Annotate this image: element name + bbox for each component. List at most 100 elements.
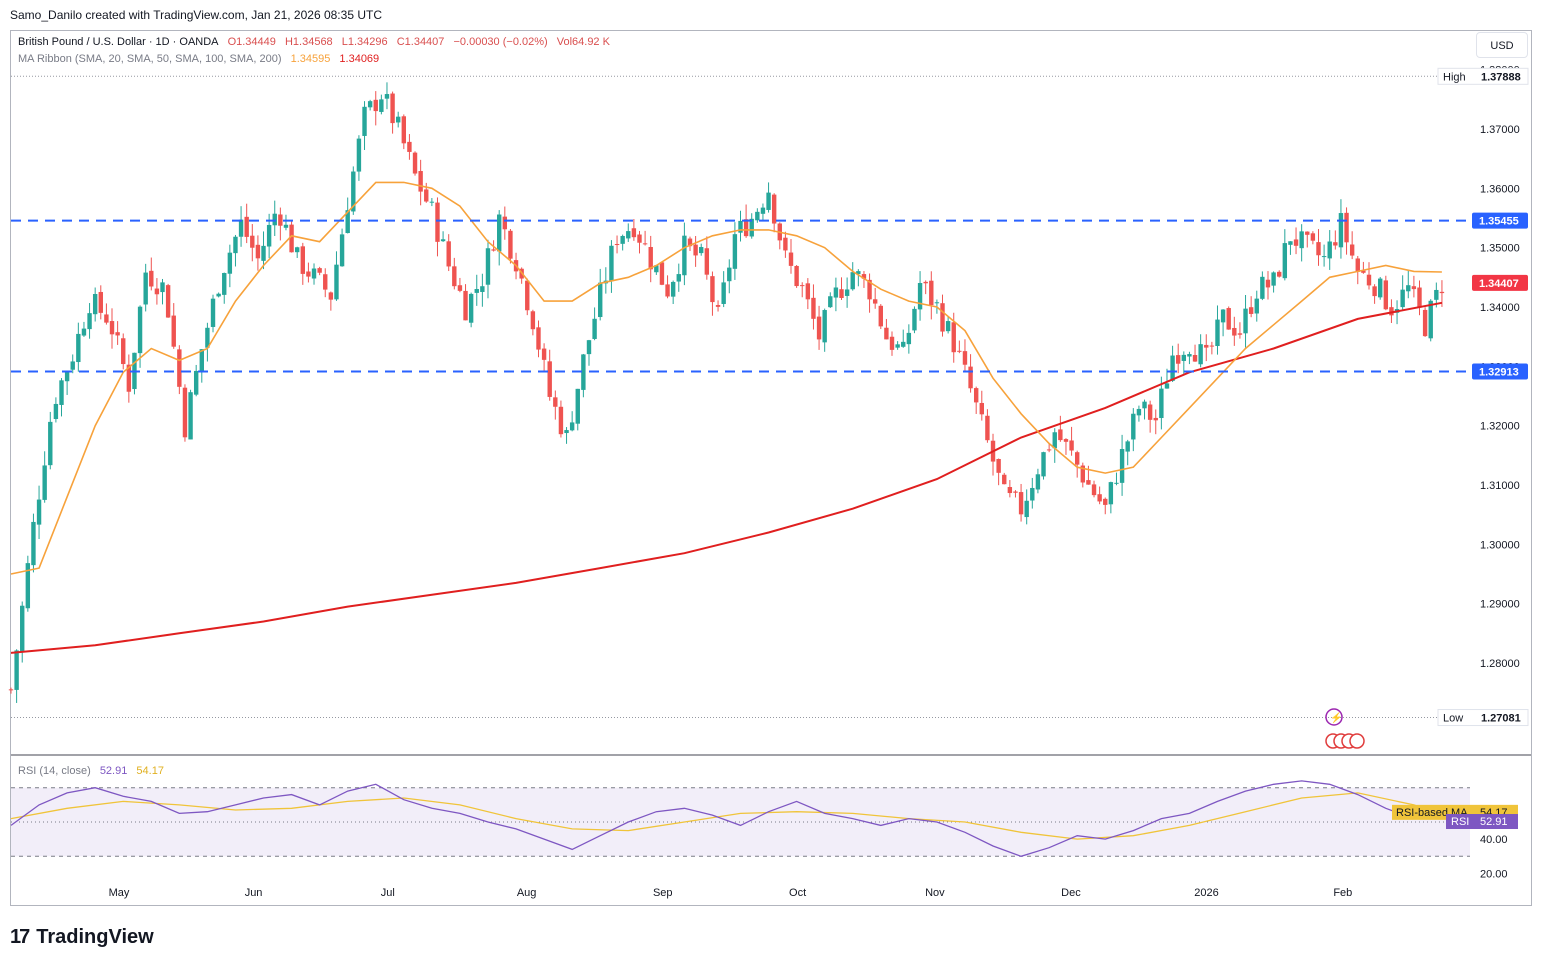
candle-body[interactable]: [794, 265, 799, 287]
candle-body[interactable]: [334, 264, 339, 300]
candle-body[interactable]: [278, 214, 283, 226]
candle-body[interactable]: [1007, 487, 1013, 494]
candle-body[interactable]: [1248, 307, 1254, 314]
candle-body[interactable]: [1091, 484, 1097, 496]
candle-body[interactable]: [1198, 344, 1203, 365]
candle-body[interactable]: [1378, 278, 1383, 298]
candle-body[interactable]: [1170, 355, 1175, 381]
candle-body[interactable]: [800, 285, 805, 287]
candle-body[interactable]: [1366, 274, 1372, 286]
candle-body[interactable]: [1422, 309, 1428, 337]
candle-body[interactable]: [598, 282, 603, 318]
candle-body[interactable]: [1063, 439, 1069, 442]
candle-body[interactable]: [283, 224, 289, 228]
candle-body[interactable]: [64, 371, 70, 382]
footer-logo[interactable]: 17 TradingView: [10, 922, 154, 952]
candle-body[interactable]: [878, 305, 883, 327]
candle-body[interactable]: [1176, 355, 1181, 364]
candle-body[interactable]: [1389, 307, 1394, 316]
candle-body[interactable]: [1136, 408, 1142, 416]
candle-body[interactable]: [457, 285, 463, 291]
candle-body[interactable]: [1046, 449, 1052, 451]
candle-body[interactable]: [1226, 308, 1231, 330]
candle-body[interactable]: [1355, 258, 1360, 272]
candle-body[interactable]: [1164, 383, 1170, 389]
candle-body[interactable]: [126, 364, 132, 392]
candle-body[interactable]: [1013, 491, 1018, 493]
candle-body[interactable]: [558, 406, 564, 435]
candle-body[interactable]: [760, 207, 766, 214]
candle-body[interactable]: [1282, 243, 1288, 279]
candle-body[interactable]: [227, 252, 233, 274]
candle-body[interactable]: [850, 272, 855, 290]
candle-body[interactable]: [945, 321, 951, 332]
candle-body[interactable]: [1260, 276, 1265, 299]
candle-body[interactable]: [592, 318, 597, 339]
candle-body[interactable]: [177, 349, 182, 387]
candle-body[interactable]: [395, 116, 401, 123]
candle-body[interactable]: [272, 213, 277, 226]
candle-body[interactable]: [379, 99, 384, 112]
candle-body[interactable]: [816, 316, 822, 340]
candle-body[interactable]: [1310, 233, 1316, 241]
candle-body[interactable]: [547, 361, 552, 397]
candle-body[interactable]: [367, 101, 373, 108]
candle-body[interactable]: [1187, 354, 1192, 357]
candle-body[interactable]: [934, 302, 940, 304]
candle-body[interactable]: [609, 245, 614, 282]
candle-body[interactable]: [1372, 286, 1377, 297]
candle-body[interactable]: [614, 244, 620, 246]
candle-body[interactable]: [957, 350, 962, 352]
candle-body[interactable]: [637, 234, 642, 243]
candle-body[interactable]: [233, 236, 238, 254]
candle-body[interactable]: [121, 338, 126, 365]
candle-body[interactable]: [255, 244, 261, 259]
candle-body[interactable]: [1069, 440, 1074, 451]
candle-body[interactable]: [901, 341, 906, 347]
candle-body[interactable]: [676, 274, 681, 282]
candle-body[interactable]: [1411, 286, 1417, 290]
candle-body[interactable]: [356, 138, 362, 172]
candle-body[interactable]: [839, 289, 844, 298]
candle-body[interactable]: [1074, 452, 1080, 465]
candle-body[interactable]: [328, 292, 334, 300]
candle-body[interactable]: [996, 459, 1001, 473]
sma20-line[interactable]: [10, 181, 1442, 575]
candle-body[interactable]: [210, 298, 216, 327]
candle-body[interactable]: [727, 267, 732, 282]
candle-body[interactable]: [659, 262, 665, 285]
candle-body[interactable]: [575, 388, 580, 424]
candle-body[interactable]: [1181, 354, 1187, 361]
candle-body[interactable]: [738, 220, 743, 233]
candle-body[interactable]: [53, 403, 59, 420]
candle-body[interactable]: [317, 268, 322, 273]
candle-body[interactable]: [844, 289, 850, 296]
candle-body[interactable]: [1237, 333, 1243, 335]
candle-body[interactable]: [339, 234, 345, 267]
candle-body[interactable]: [20, 605, 25, 651]
candle-body[interactable]: [1030, 487, 1035, 501]
candle-body[interactable]: [906, 332, 912, 345]
candle-body[interactable]: [569, 422, 575, 431]
candle-body[interactable]: [435, 202, 440, 242]
currency-button[interactable]: USD: [1476, 32, 1528, 58]
candle-body[interactable]: [1209, 345, 1215, 347]
candle-body[interactable]: [631, 228, 637, 238]
candle-body[interactable]: [1361, 270, 1366, 273]
candle-body[interactable]: [115, 332, 120, 336]
candle-body[interactable]: [87, 313, 92, 330]
candle-body[interactable]: [193, 370, 199, 395]
candle-body[interactable]: [300, 246, 305, 274]
candle-body[interactable]: [1153, 417, 1158, 421]
candle-body[interactable]: [929, 280, 934, 306]
candle-body[interactable]: [1103, 498, 1108, 505]
candle-body[interactable]: [36, 499, 42, 525]
candle-body[interactable]: [811, 297, 816, 319]
candle-body[interactable]: [828, 296, 833, 308]
candle-body[interactable]: [81, 328, 87, 336]
candle-body[interactable]: [429, 201, 435, 203]
candle-body[interactable]: [480, 286, 485, 292]
candle-body[interactable]: [244, 216, 249, 237]
candle-body[interactable]: [856, 271, 861, 275]
